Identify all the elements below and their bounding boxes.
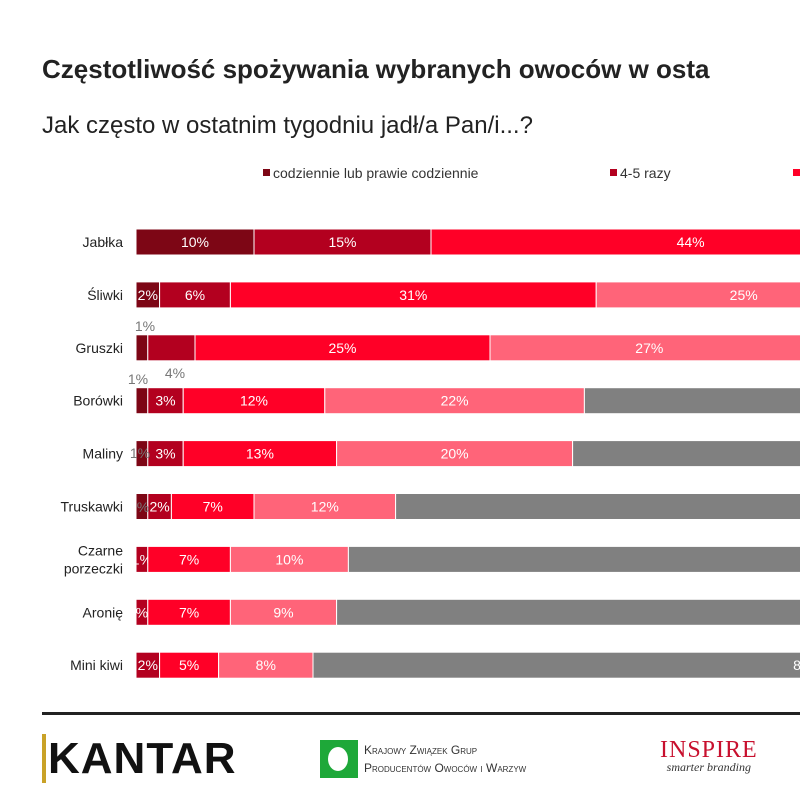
data-label: 10% xyxy=(181,234,209,250)
bar-segment xyxy=(147,545,231,573)
data-label: 9% xyxy=(273,604,293,620)
data-label: 5% xyxy=(179,657,199,673)
category-label: Śliwki xyxy=(87,286,123,303)
data-label: 44% xyxy=(677,234,705,250)
outside-data-label: 1% xyxy=(135,318,155,334)
bar-segment xyxy=(489,334,800,362)
bar-segment xyxy=(194,334,491,362)
bar-segment xyxy=(182,387,326,415)
bar-segment xyxy=(583,387,800,415)
data-label: 3% xyxy=(155,446,175,462)
inspire-tagline: smarter branding xyxy=(666,760,752,774)
bar-segment xyxy=(336,598,800,626)
data-label: 2% xyxy=(138,287,158,303)
data-label: 25% xyxy=(730,287,758,303)
bar-segment xyxy=(253,493,397,520)
bar-segment xyxy=(147,440,184,468)
data-label: 31% xyxy=(399,287,427,303)
category-label: Mini kiwi xyxy=(70,657,123,673)
category-label: Maliny xyxy=(83,446,123,462)
bar-segment xyxy=(336,440,574,468)
data-label: 10% xyxy=(275,551,303,567)
outside-data-label: % xyxy=(137,499,149,515)
bar-segment xyxy=(147,387,184,415)
bar-segment xyxy=(229,281,597,309)
category-label: Truskawki xyxy=(61,499,124,515)
outside-data-label: 1% xyxy=(128,371,148,387)
bar-segment xyxy=(395,493,800,520)
bar-segment xyxy=(159,281,231,309)
data-label: 13% xyxy=(246,446,274,462)
data-label: % xyxy=(136,604,148,620)
kzgp-logo: Krajowy Związek Grup Producentów Owoców i… xyxy=(320,740,526,778)
inspire-logo: INSPIRE smarter branding xyxy=(660,737,758,775)
data-label: 6% xyxy=(185,287,205,303)
outside-data-label: 4% xyxy=(165,365,185,381)
bar-segment xyxy=(595,281,800,309)
data-label: 12% xyxy=(311,499,339,515)
legend-marker xyxy=(263,169,270,176)
category-label: Borówki xyxy=(73,393,123,409)
data-label: 27% xyxy=(635,340,663,356)
category-label: Czarne xyxy=(78,542,123,558)
bar-segment xyxy=(572,440,800,468)
bar-segment xyxy=(135,387,149,415)
data-label: 22% xyxy=(441,393,469,409)
legend-label: 4-5 razy xyxy=(620,165,671,181)
legend-marker xyxy=(793,169,800,176)
inspire-wordmark: INSPIRE xyxy=(660,737,758,763)
bar-segment xyxy=(229,545,349,573)
data-label: 2% xyxy=(138,657,158,673)
bar-segment xyxy=(170,493,255,520)
category-label: Gruszki xyxy=(76,340,123,356)
bar-segment xyxy=(430,228,800,256)
bar-segment xyxy=(147,334,196,362)
data-label: 7% xyxy=(179,551,199,567)
data-label: 7% xyxy=(203,499,223,515)
data-label: 3% xyxy=(155,393,175,409)
bar-segment xyxy=(312,651,800,679)
data-label: 12% xyxy=(240,393,268,409)
data-label: 8 xyxy=(793,657,800,673)
data-label: 8% xyxy=(256,657,276,673)
footer-divider xyxy=(42,712,800,715)
data-label: 15% xyxy=(328,234,356,250)
outside-data-label: 1% xyxy=(130,445,150,461)
bar-segment xyxy=(135,334,149,362)
data-label: 20% xyxy=(441,446,469,462)
data-label: 25% xyxy=(328,340,356,356)
legend-label: codziennie lub prawie codziennie xyxy=(273,165,479,181)
kantar-logo: KANTAR xyxy=(42,734,237,784)
bar-segment xyxy=(135,228,255,256)
bar-segment xyxy=(182,440,338,468)
data-label: 2% xyxy=(149,499,169,515)
chart-title: Częstotliwość spożywania wybranych owocó… xyxy=(42,54,710,84)
data-label: 1% xyxy=(132,551,152,567)
category-label: Aronię xyxy=(83,604,124,620)
bar-segment xyxy=(347,545,800,573)
kzgp-name-line2: Producentów Owoców i Warzyw xyxy=(364,761,527,775)
bar-segment xyxy=(229,598,338,626)
kzgp-apple-icon xyxy=(320,740,358,778)
category-label: porzeczki xyxy=(64,560,123,576)
legend-marker xyxy=(610,169,617,176)
chart-subtitle: Jak często w ostatnim tygodniu jadł/a Pa… xyxy=(42,112,533,139)
bar-segment xyxy=(147,598,231,626)
category-label: Jabłka xyxy=(83,234,124,250)
data-label: 7% xyxy=(179,604,199,620)
kzgp-name-line1: Krajowy Związek Grup xyxy=(364,743,478,757)
